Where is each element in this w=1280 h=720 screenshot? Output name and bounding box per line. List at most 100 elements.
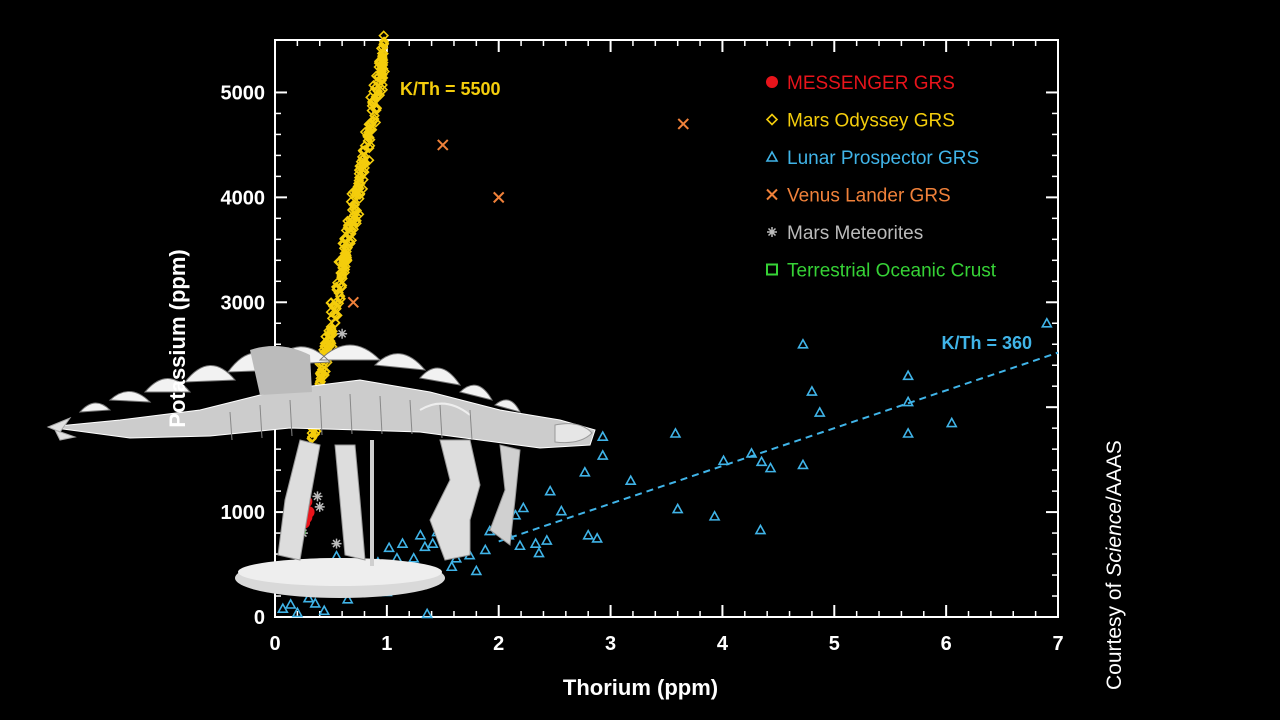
lunar-point — [555, 504, 568, 516]
lunar-point — [383, 541, 395, 553]
messenger-point — [766, 76, 778, 88]
odyssey-point — [376, 58, 388, 70]
lunar-point — [419, 540, 431, 552]
odyssey-point — [349, 213, 360, 225]
odyssey-point — [354, 189, 366, 201]
x-axis-title: Thorium (ppm) — [563, 675, 718, 700]
odyssey-point — [362, 135, 374, 147]
odyssey-point — [324, 328, 336, 340]
lunar-point — [470, 564, 483, 576]
lunar-point — [291, 606, 304, 618]
x-tick-label: 3 — [605, 633, 616, 655]
odyssey-point — [319, 338, 331, 349]
x-tick-label: 1 — [381, 633, 392, 655]
odyssey-point — [354, 177, 366, 189]
y-tick-label: 5000 — [221, 82, 266, 104]
odyssey-point — [375, 43, 387, 54]
odyssey-point — [367, 97, 378, 109]
plot-border — [274, 39, 1059, 618]
lunar-point — [745, 447, 758, 458]
venus-point — [437, 139, 449, 151]
odyssey-point — [359, 162, 370, 174]
odyssey-point — [364, 134, 376, 146]
odyssey-point — [344, 236, 356, 248]
lunar-point — [396, 537, 409, 548]
lunar-point — [514, 539, 526, 551]
venus-point — [677, 118, 689, 130]
odyssey-point — [379, 66, 390, 77]
odyssey-point — [360, 157, 372, 169]
odyssey-point — [348, 223, 359, 235]
lunar-point — [754, 523, 767, 535]
lunar-point — [309, 597, 322, 608]
lunar-point — [765, 150, 779, 162]
lunar-point — [902, 395, 914, 407]
venus-point — [493, 191, 505, 204]
lunar-point — [426, 537, 439, 548]
lunar-point — [596, 449, 609, 460]
odyssey-point — [357, 145, 369, 156]
meteorite-point — [337, 328, 348, 339]
lunar-point — [544, 484, 557, 496]
odyssey-point — [368, 79, 379, 91]
lunar-point — [540, 534, 553, 545]
lunar-point — [582, 529, 595, 540]
lunar-point — [517, 501, 530, 513]
meteorite-point — [312, 491, 323, 502]
lunar-point — [414, 529, 427, 540]
stegosaurus-model-icon — [46, 344, 596, 598]
odyssey-point — [372, 77, 384, 88]
lunar-point — [596, 430, 609, 441]
odyssey-point — [336, 271, 347, 283]
k-th-ratio-line — [498, 351, 1059, 543]
credit-suffix: /AAAS — [1103, 440, 1126, 503]
meteorite-point — [767, 227, 777, 237]
odyssey-point — [374, 89, 386, 101]
odyssey-point — [335, 267, 346, 279]
odyssey-point — [329, 317, 341, 329]
lunar-point — [624, 474, 637, 486]
lunar-point — [591, 532, 604, 543]
x-tick-label: 2 — [493, 633, 504, 655]
x-tick-label: 0 — [269, 633, 280, 655]
meteorite-point — [331, 538, 342, 549]
x-tick-label: 6 — [941, 633, 952, 655]
venus-point — [766, 188, 778, 201]
odyssey-point — [331, 282, 343, 294]
lunar-point — [318, 604, 331, 616]
lunar-point — [671, 502, 684, 514]
odyssey-point — [368, 113, 380, 125]
k-th-ratio-label: K/Th = 360 — [941, 333, 1032, 353]
lunar-point — [806, 385, 818, 396]
odyssey-point — [318, 369, 330, 381]
y-tick-label: 3000 — [221, 292, 266, 314]
odyssey-point — [373, 57, 385, 69]
venus-point — [347, 296, 360, 308]
lunar-point — [902, 427, 914, 438]
oceanic-point — [766, 263, 778, 276]
lunar-point — [755, 455, 768, 467]
odyssey-point — [306, 427, 318, 439]
odyssey-point — [346, 188, 357, 200]
odyssey-point — [359, 126, 371, 138]
k-th-ratio-label: K/Th = 5500 — [400, 79, 501, 99]
legend-entry: MESSENGER GRS — [787, 73, 955, 94]
legend-entry: Lunar Prospector GRS — [787, 148, 979, 169]
credit-journal: Science — [1103, 502, 1126, 577]
lunar-point — [276, 602, 289, 614]
meteorite-point — [314, 501, 325, 512]
legend-entry: Mars Odyssey GRS — [787, 111, 955, 132]
image-credit: Courtesy of Science/AAAS — [1103, 440, 1127, 690]
odyssey-point — [341, 252, 353, 264]
odyssey-point — [364, 119, 376, 131]
odyssey-point — [341, 243, 353, 255]
y-axis-title: Potassium (ppm) — [165, 249, 190, 427]
lunar-point — [407, 552, 420, 563]
odyssey-point — [350, 205, 361, 216]
lunar-point — [284, 598, 297, 609]
x-tick-label: 7 — [1052, 633, 1063, 655]
lunar-point — [529, 537, 542, 548]
y-tick-label: 0 — [254, 607, 265, 629]
lunar-point — [341, 593, 354, 604]
odyssey-point — [345, 228, 357, 240]
